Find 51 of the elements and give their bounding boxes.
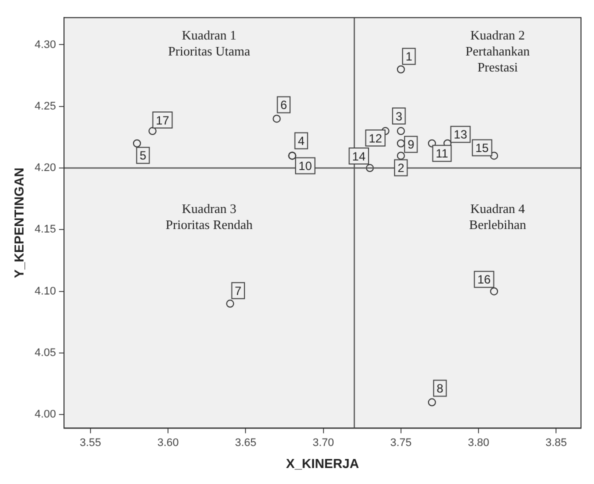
point [272,114,281,123]
x-tick-label: 3.75 [390,436,412,449]
point [396,139,405,148]
x-tick-label: 3.80 [468,436,490,449]
annotation: 4 [298,134,305,148]
x-tick-label: 3.65 [234,436,256,449]
y-tick-label: 4.20 [34,162,56,174]
x-tick-label: 3.60 [157,436,179,449]
annotation: Kuadran 2 Pertahankan Prestasi [466,28,530,75]
point [396,127,405,136]
annotation: 9 [408,138,415,152]
annotation: 10 [298,159,312,174]
y-tick-label: 4.00 [34,408,56,421]
annotation: 13 [454,128,468,142]
annotation: 11 [436,146,449,161]
y-tick-label: 4.25 [34,100,56,112]
annotation: 14 [352,149,366,164]
annotation: Kuadran 1 Prioritas Utama [168,28,250,59]
x-axis-title: X_KINERJA [286,456,360,471]
annotation: 5 [140,148,147,163]
point [396,152,405,160]
x-tick-label: 3.70 [312,436,334,449]
point [148,127,157,136]
point [490,287,498,296]
annotation: 7 [234,284,242,298]
annotation: 17 [156,113,170,128]
annotation: 1 [406,50,413,64]
annotation: 16 [477,272,492,287]
point [490,152,498,160]
point [428,398,436,406]
annotation: 6 [280,98,288,112]
annotation: 3 [396,109,403,124]
annotation: Kuadran 3 Prioritas Rendah [166,200,254,232]
annotation: 8 [436,382,444,396]
annotation: 15 [475,141,490,156]
point [381,127,390,136]
point [132,139,141,148]
annotation: Kuadran 4 Berlebihan [469,200,527,232]
annotation: 12 [368,131,382,146]
point [226,300,234,308]
point [428,139,436,148]
annotation: 2 [398,161,405,176]
y-tick-label: 4.10 [34,285,56,298]
point [366,164,374,172]
point [396,65,405,74]
y-tick-label: 4.30 [34,38,56,51]
y-tick-label: 4.05 [34,347,56,360]
y-axis-title: Y_KEPENTINGAN [11,168,26,278]
y-tick-label: 4.15 [34,224,56,236]
x-tick-label: 3.85 [545,436,567,449]
x-tick-label: 3.55 [80,436,102,449]
